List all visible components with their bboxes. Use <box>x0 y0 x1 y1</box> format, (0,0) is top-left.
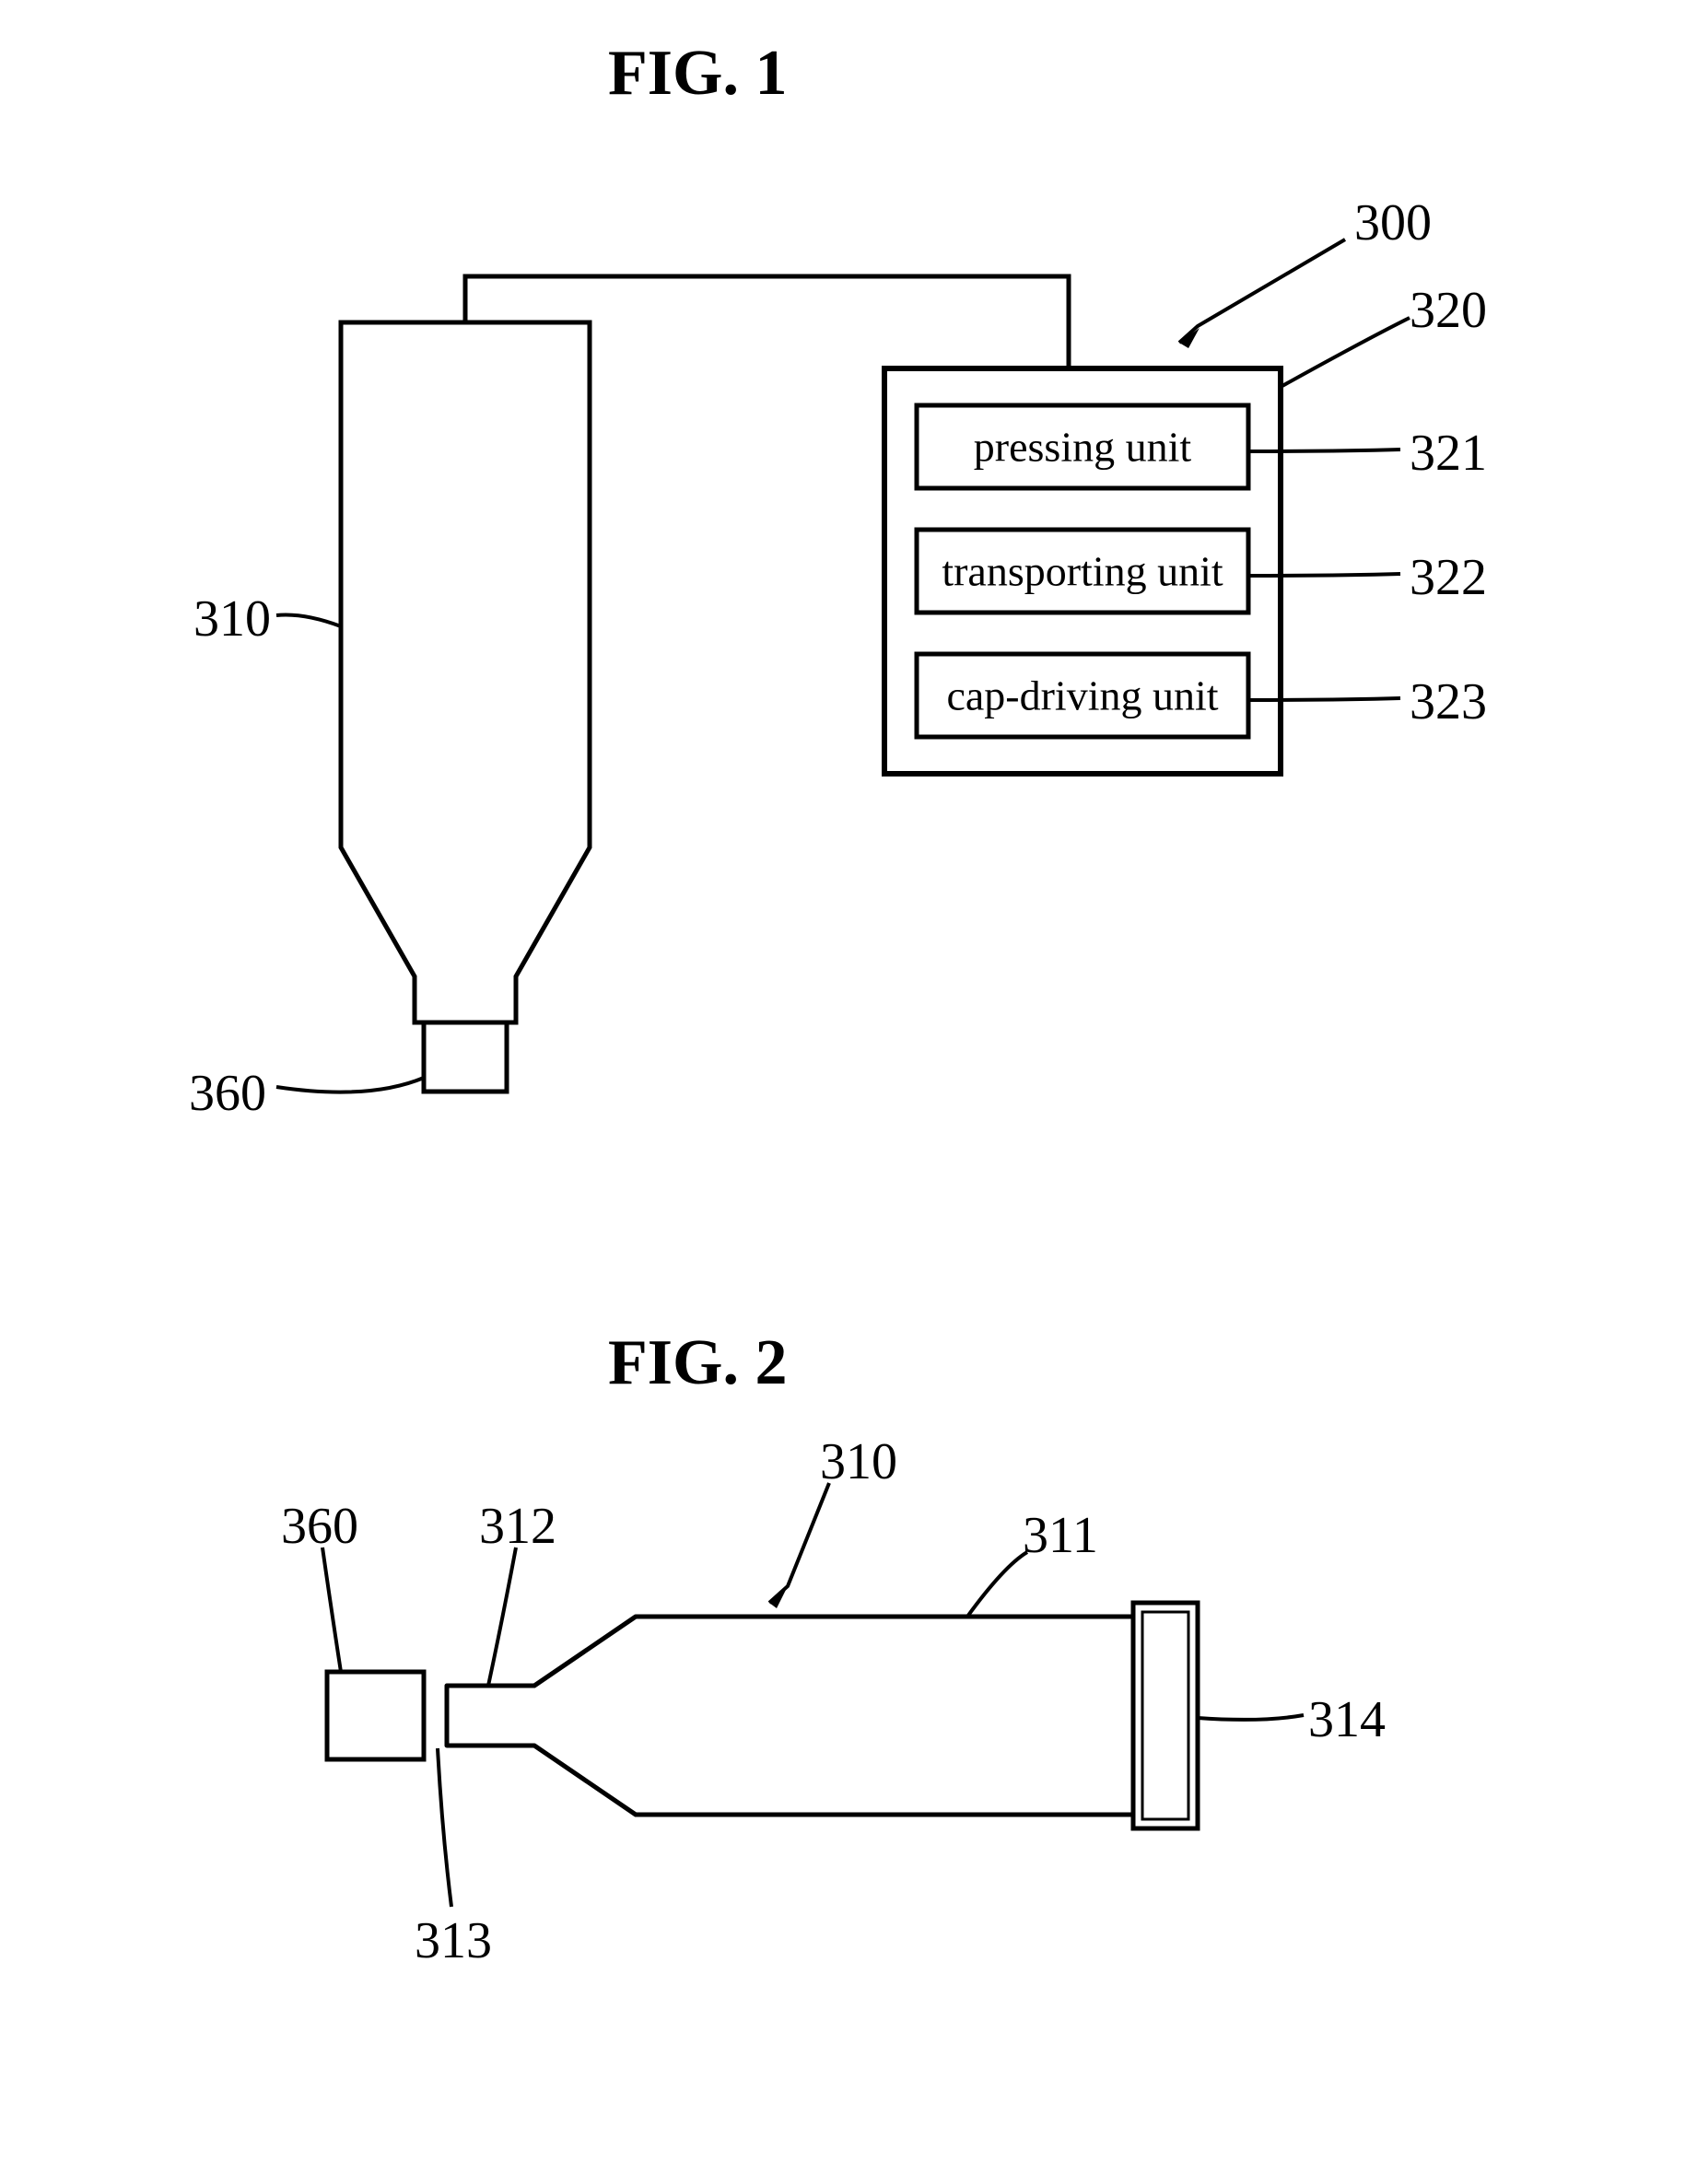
leader-300 <box>1179 239 1345 343</box>
leader-310-fig2 <box>769 1483 829 1603</box>
leader-321 <box>1250 450 1400 451</box>
unit-label-2: cap-driving unit <box>946 672 1218 719</box>
label-312-fig2: 312 <box>479 1497 556 1556</box>
unit-label-0: pressing unit <box>974 424 1192 471</box>
label-313-fig2: 313 <box>415 1911 492 1970</box>
leader-360 <box>276 1078 424 1092</box>
label-314-fig2: 314 <box>1308 1690 1386 1749</box>
label-311-fig2: 311 <box>1023 1506 1098 1565</box>
leader-313-fig2 <box>438 1748 451 1907</box>
label-310-fig2: 310 <box>820 1432 897 1491</box>
leader-360-fig2 <box>322 1547 341 1672</box>
leader-320 <box>1281 318 1410 387</box>
leader-314-fig2 <box>1198 1715 1304 1720</box>
leader-312-fig2 <box>488 1547 516 1686</box>
leader-310 <box>276 615 341 627</box>
leader-311-fig2 <box>967 1552 1027 1617</box>
label-322-fig1: 322 <box>1410 548 1487 607</box>
label-360-fig2: 360 <box>281 1497 358 1556</box>
leader-323 <box>1250 698 1400 700</box>
unit-label-1: transporting unit <box>942 548 1223 595</box>
label-360-fig1: 360 <box>189 1064 266 1123</box>
fig2-group <box>322 1483 1304 1907</box>
label-321-fig1: 321 <box>1410 424 1487 483</box>
label-320-fig1: 320 <box>1410 281 1487 340</box>
label-310-fig1: 310 <box>193 590 271 648</box>
label-300-fig1: 300 <box>1354 193 1432 252</box>
fig1-group: pressing unit transporting unit cap-drivin… <box>276 239 1410 1092</box>
label-323-fig1: 323 <box>1410 672 1487 731</box>
leader-322 <box>1250 574 1400 576</box>
